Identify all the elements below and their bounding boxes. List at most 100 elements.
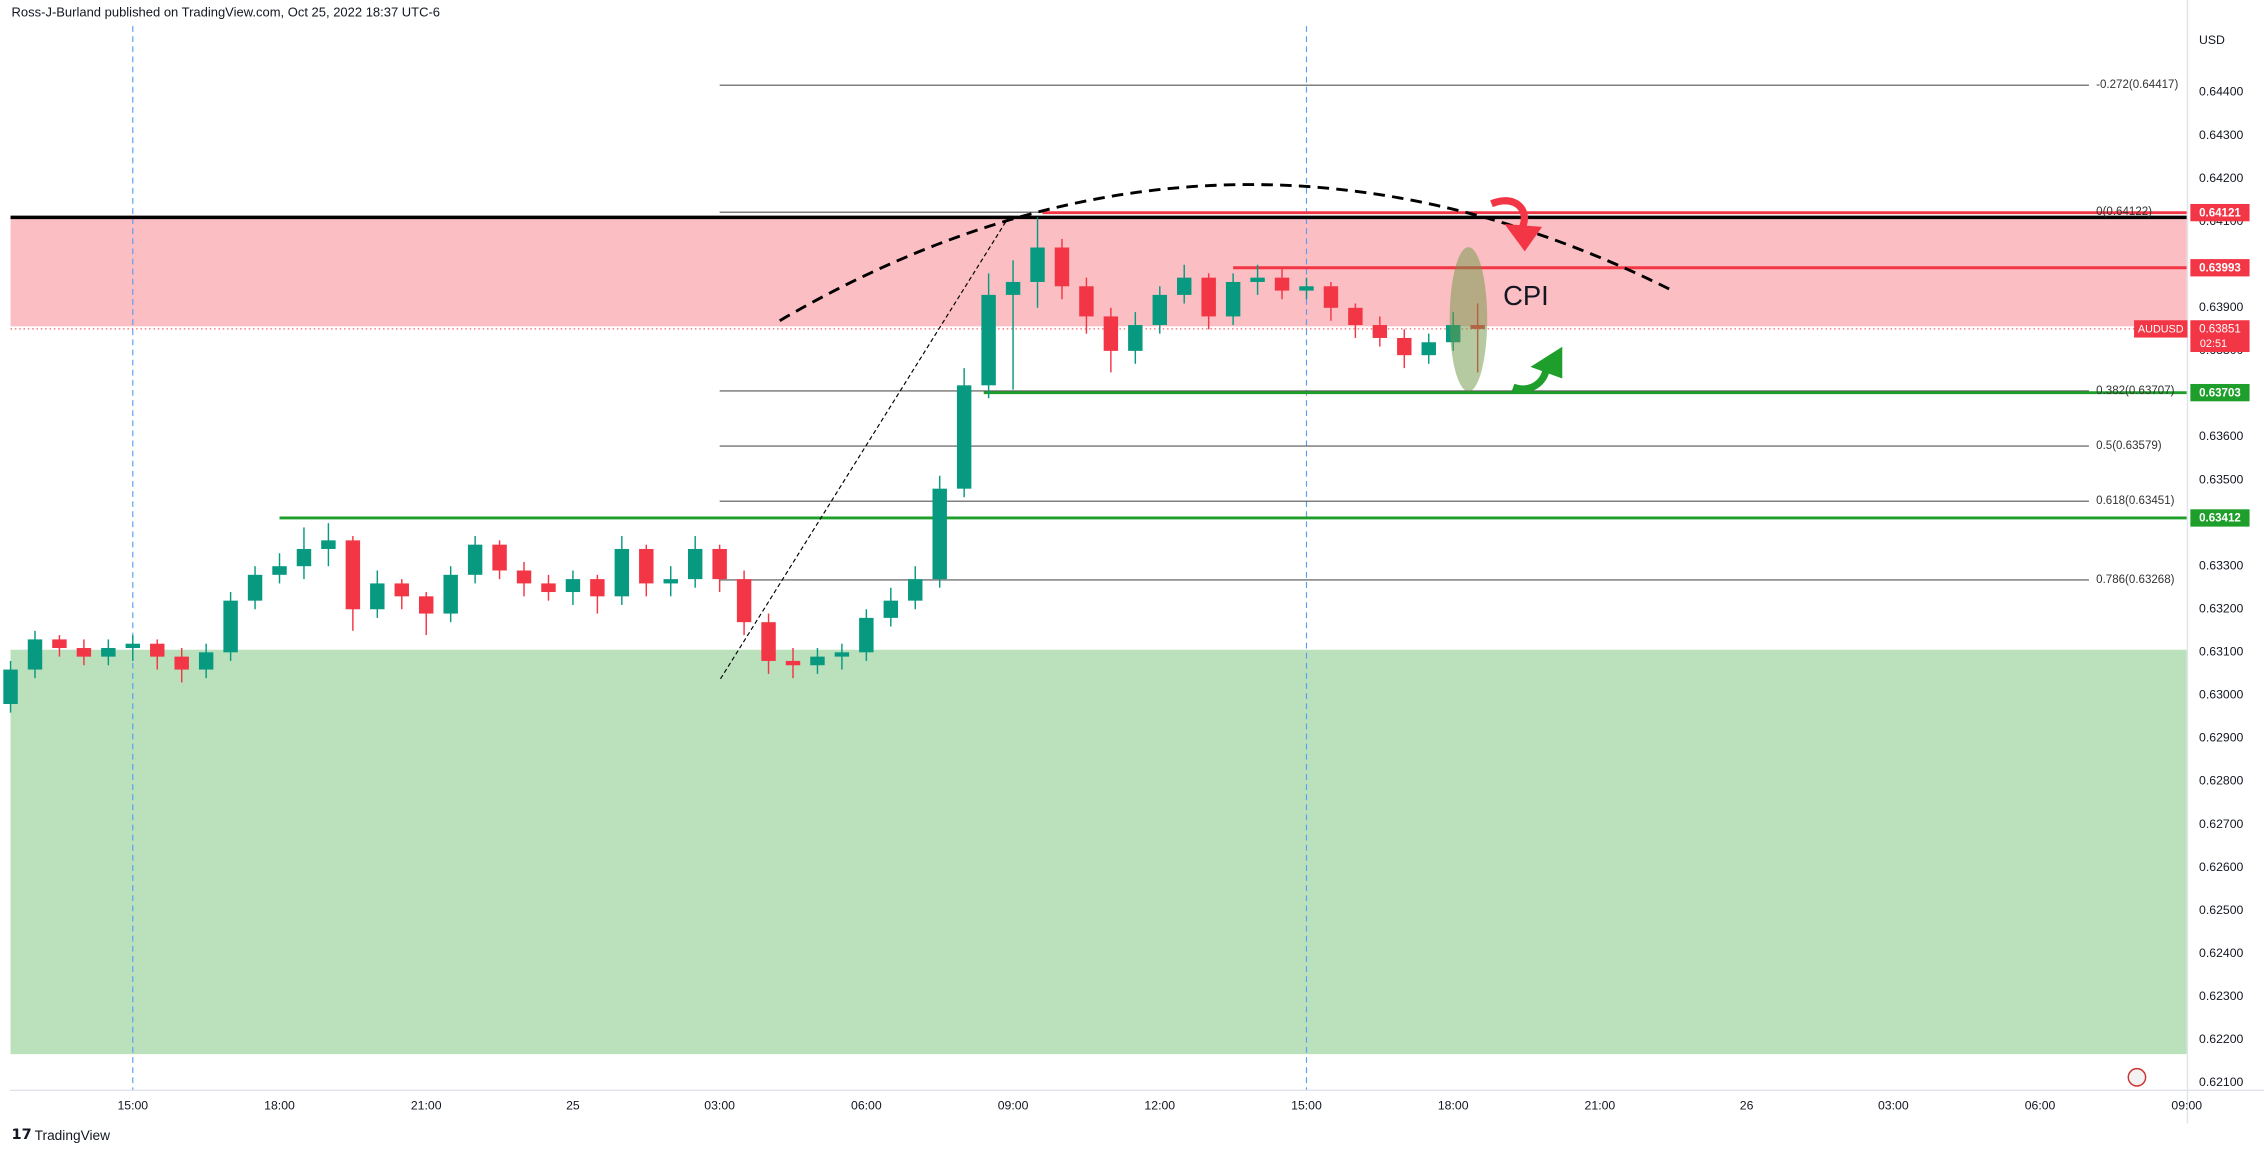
candle-body (663, 579, 678, 584)
candle-body (541, 583, 556, 593)
x-tick-label: 06:00 (851, 1098, 882, 1112)
level-tag (2190, 203, 2250, 222)
x-tick-label: 18:00 (1438, 1098, 1469, 1112)
level-tag (2190, 259, 2250, 277)
level-label: 0.63993 (2199, 263, 2241, 275)
candle-body (174, 656, 189, 670)
candle-body (443, 574, 458, 614)
candle-body (467, 544, 483, 575)
y-tick-label: 0.63000 (2199, 688, 2244, 702)
candle-body (565, 579, 581, 593)
candle-body (1372, 325, 1388, 338)
level-tag (2190, 383, 2250, 402)
candle-body (76, 648, 92, 657)
fib-label: 0.618(0.63451) (2096, 495, 2174, 507)
candle-body (492, 544, 507, 571)
y-tick-label: 0.62600 (2199, 860, 2244, 874)
flag-icon (2127, 1067, 2147, 1087)
candle-body (1005, 281, 1021, 295)
candle-body (125, 643, 141, 649)
fib-label: 0.5(0.63579) (2096, 440, 2162, 452)
candle-body (1030, 247, 1045, 282)
candle-body (590, 579, 605, 597)
x-tick-label: 09:00 (2171, 1098, 2202, 1112)
y-tick-label: 0.62100 (2199, 1075, 2244, 1089)
x-tick-label: 06:00 (2025, 1098, 2056, 1112)
candle-body (1079, 286, 1094, 317)
y-tick-label: 0.64400 (2199, 85, 2244, 99)
candle-body (198, 652, 214, 670)
candle-body (834, 652, 850, 657)
brand-name: TradingView (35, 1128, 111, 1143)
cpi-label: CPI (1503, 280, 1549, 311)
candle-body (1201, 277, 1216, 317)
level-label: 0.63412 (2199, 513, 2241, 525)
candle-body (3, 669, 18, 705)
fib-label: 0.786(0.63268) (2096, 574, 2174, 586)
y-tick-label: 0.63900 (2199, 300, 2244, 314)
candle-body (296, 548, 312, 567)
y-tick-label: 0.62700 (2199, 817, 2244, 831)
candle-body (1103, 316, 1119, 351)
fib-label: 0(0.64122) (2096, 206, 2152, 218)
candle-body (1250, 277, 1265, 282)
x-tick-label: 15:00 (1291, 1098, 1322, 1112)
trend-line (720, 213, 1012, 680)
candle-body (1128, 325, 1143, 351)
candle-body (52, 639, 67, 649)
x-tick-label: 03:00 (704, 1098, 735, 1112)
last-price-label: 0.63851 (2199, 324, 2241, 336)
candle-body (1323, 286, 1339, 308)
candle-body (321, 540, 336, 549)
candle-body (272, 566, 287, 575)
candle-body (1225, 281, 1241, 317)
cpi-highlight (1449, 247, 1488, 392)
candle-body (1274, 277, 1290, 291)
candle-body (1299, 286, 1314, 291)
drawing-layer (10, 84, 2187, 581)
currency-label: USD (2199, 33, 2225, 47)
fib-label: 0.382(0.63707) (2096, 385, 2174, 397)
x-tick-label: 15:00 (117, 1098, 148, 1112)
level-tag (2190, 509, 2250, 527)
y-tick-label: 0.63100 (2199, 645, 2244, 659)
candle-body (27, 639, 43, 670)
candle-body (956, 385, 972, 489)
y-tick-label: 0.64200 (2199, 171, 2244, 185)
candle-body (370, 583, 385, 610)
arc-projection (778, 183, 1676, 322)
candle-body (223, 600, 238, 653)
y-tick-label: 0.62800 (2199, 774, 2244, 788)
candle-body (761, 622, 776, 661)
annotation-shapes: 𝟭𝟳 (10, 0, 2264, 1143)
candle-body (1421, 342, 1436, 356)
last-price-tag (2190, 320, 2250, 353)
candle-body (150, 643, 165, 657)
x-tick-label: 12:00 (1144, 1098, 1175, 1112)
level-label: 0.63703 (2199, 387, 2241, 399)
brand-logo: 𝟭𝟳 (12, 1127, 32, 1143)
y-tick-label: 0.62900 (2199, 731, 2244, 745)
x-tick-label: 03:00 (1878, 1098, 1909, 1112)
candle-body (883, 600, 899, 618)
countdown-label: 02:51 (2200, 338, 2227, 350)
fib-label: -0.272(0.64417) (2096, 79, 2178, 91)
bearish-arrow-head (1504, 223, 1543, 252)
text-layer: Ross-J-Burland published on TradingView.… (12, 5, 2250, 1143)
x-tick-label: 09:00 (998, 1098, 1029, 1112)
symbol-tag (2134, 320, 2188, 338)
candle-body (394, 583, 409, 597)
y-tick-label: 0.64300 (2199, 128, 2244, 142)
candle-body (1177, 277, 1192, 295)
x-tick-label: 21:00 (411, 1098, 442, 1112)
x-tick-label: 18:00 (264, 1098, 295, 1112)
candle-body (516, 570, 532, 584)
candle-body (1397, 337, 1412, 356)
x-tick-label: 25 (566, 1098, 580, 1112)
candle-body (908, 579, 923, 601)
candle-body (614, 548, 630, 597)
candles-layer (3, 217, 1485, 713)
y-tick-label: 0.63600 (2199, 429, 2244, 443)
